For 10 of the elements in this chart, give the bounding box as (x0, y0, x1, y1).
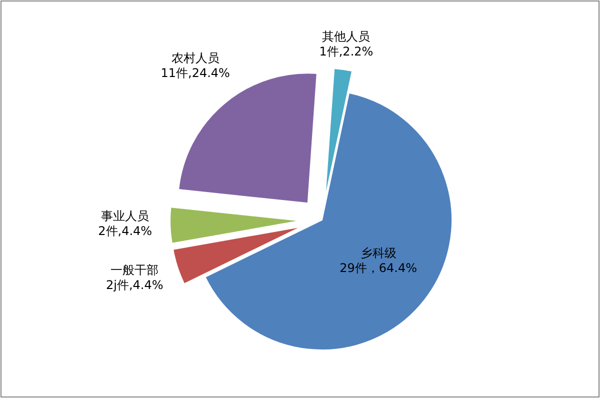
data-label: 2j件,4.4% (106, 278, 164, 292)
slice-label: 事业人员 (101, 208, 150, 223)
data-label: 11件,24.4% (160, 66, 230, 80)
slice-label: 其他人员 (322, 30, 370, 44)
data-label: 29件，64.4% (340, 261, 418, 276)
slice-label: 乡科级 (360, 246, 396, 260)
data-label: 1件,2.2% (319, 44, 374, 59)
slice-label: 一般干部 (110, 262, 159, 277)
data-label: 2件,4.4% (98, 224, 152, 238)
slice-label: 农村人员 (171, 51, 220, 66)
